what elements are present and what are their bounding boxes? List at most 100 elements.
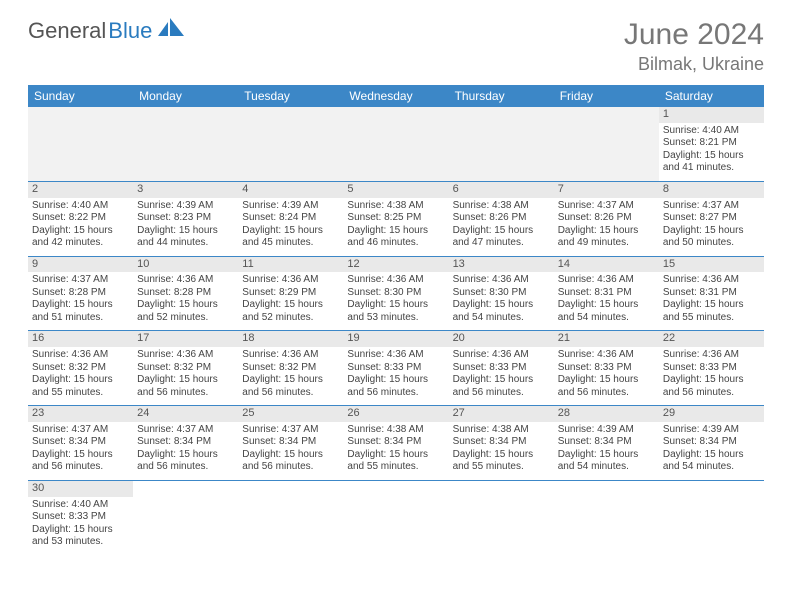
sunrise-text: Sunrise: 4:39 AM bbox=[663, 424, 760, 437]
daylight-text: Daylight: 15 hours bbox=[663, 299, 760, 312]
page-header: GeneralBlue June 2024 Bilmak, Ukraine bbox=[28, 18, 764, 75]
daylight-text: Daylight: 15 hours bbox=[347, 299, 444, 312]
daylight-text: and 56 minutes. bbox=[558, 387, 655, 400]
empty-cell bbox=[238, 107, 343, 181]
day-cell: 24Sunrise: 4:37 AMSunset: 8:34 PMDayligh… bbox=[133, 406, 238, 481]
daylight-text: and 44 minutes. bbox=[137, 237, 234, 250]
day-cell: 3Sunrise: 4:39 AMSunset: 8:23 PMDaylight… bbox=[133, 181, 238, 256]
day-number: 21 bbox=[554, 331, 659, 347]
empty-cell bbox=[343, 480, 448, 554]
sunset-text: Sunset: 8:30 PM bbox=[453, 287, 550, 300]
day-cell: 20Sunrise: 4:36 AMSunset: 8:33 PMDayligh… bbox=[449, 331, 554, 406]
sunset-text: Sunset: 8:22 PM bbox=[32, 212, 129, 225]
daylight-text: Daylight: 15 hours bbox=[242, 299, 339, 312]
sunset-text: Sunset: 8:33 PM bbox=[32, 511, 129, 524]
logo: GeneralBlue bbox=[28, 18, 188, 44]
daylight-text: Daylight: 15 hours bbox=[137, 374, 234, 387]
sunset-text: Sunset: 8:25 PM bbox=[347, 212, 444, 225]
sunrise-text: Sunrise: 4:40 AM bbox=[32, 499, 129, 512]
day-cell: 14Sunrise: 4:36 AMSunset: 8:31 PMDayligh… bbox=[554, 256, 659, 331]
daylight-text: Daylight: 15 hours bbox=[453, 449, 550, 462]
daylight-text: and 49 minutes. bbox=[558, 237, 655, 250]
day-cell: 23Sunrise: 4:37 AMSunset: 8:34 PMDayligh… bbox=[28, 406, 133, 481]
daylight-text: and 45 minutes. bbox=[242, 237, 339, 250]
daylight-text: Daylight: 15 hours bbox=[663, 449, 760, 462]
daylight-text: and 54 minutes. bbox=[558, 461, 655, 474]
day-cell: 15Sunrise: 4:36 AMSunset: 8:31 PMDayligh… bbox=[659, 256, 764, 331]
week-row: 23Sunrise: 4:37 AMSunset: 8:34 PMDayligh… bbox=[28, 406, 764, 481]
day-number: 2 bbox=[28, 182, 133, 198]
weekday-tuesday: Tuesday bbox=[238, 85, 343, 107]
sunset-text: Sunset: 8:34 PM bbox=[242, 436, 339, 449]
day-cell: 8Sunrise: 4:37 AMSunset: 8:27 PMDaylight… bbox=[659, 181, 764, 256]
day-cell: 27Sunrise: 4:38 AMSunset: 8:34 PMDayligh… bbox=[449, 406, 554, 481]
day-number: 26 bbox=[343, 406, 448, 422]
day-number: 3 bbox=[133, 182, 238, 198]
daylight-text: and 46 minutes. bbox=[347, 237, 444, 250]
daylight-text: Daylight: 15 hours bbox=[453, 225, 550, 238]
day-number: 29 bbox=[659, 406, 764, 422]
day-cell: 19Sunrise: 4:36 AMSunset: 8:33 PMDayligh… bbox=[343, 331, 448, 406]
day-number: 4 bbox=[238, 182, 343, 198]
daylight-text: and 56 minutes. bbox=[242, 387, 339, 400]
day-number: 17 bbox=[133, 331, 238, 347]
day-number: 6 bbox=[449, 182, 554, 198]
day-cell: 17Sunrise: 4:36 AMSunset: 8:32 PMDayligh… bbox=[133, 331, 238, 406]
daylight-text: Daylight: 15 hours bbox=[347, 225, 444, 238]
weekday-monday: Monday bbox=[133, 85, 238, 107]
daylight-text: and 55 minutes. bbox=[453, 461, 550, 474]
day-cell: 5Sunrise: 4:38 AMSunset: 8:25 PMDaylight… bbox=[343, 181, 448, 256]
daylight-text: Daylight: 15 hours bbox=[663, 374, 760, 387]
daylight-text: and 47 minutes. bbox=[453, 237, 550, 250]
day-number: 19 bbox=[343, 331, 448, 347]
day-number: 30 bbox=[28, 481, 133, 497]
sunrise-text: Sunrise: 4:38 AM bbox=[347, 200, 444, 213]
sunset-text: Sunset: 8:34 PM bbox=[347, 436, 444, 449]
week-row: 1 Sunrise: 4:40 AM Sunset: 8:21 PM Dayli… bbox=[28, 107, 764, 181]
daylight-text: and 42 minutes. bbox=[32, 237, 129, 250]
daylight-text: and 56 minutes. bbox=[347, 387, 444, 400]
daylight-text: and 54 minutes. bbox=[663, 461, 760, 474]
daylight-text: and 52 minutes. bbox=[242, 312, 339, 325]
empty-cell bbox=[238, 480, 343, 554]
sunset-text: Sunset: 8:33 PM bbox=[347, 362, 444, 375]
sunset-text: Sunset: 8:34 PM bbox=[137, 436, 234, 449]
day-number: 20 bbox=[449, 331, 554, 347]
week-row: 16Sunrise: 4:36 AMSunset: 8:32 PMDayligh… bbox=[28, 331, 764, 406]
daylight-text: Daylight: 15 hours bbox=[32, 524, 129, 537]
sunset-text: Sunset: 8:34 PM bbox=[558, 436, 655, 449]
daylight-text: and 55 minutes. bbox=[663, 312, 760, 325]
daylight-text: and 56 minutes. bbox=[32, 461, 129, 474]
day-number: 13 bbox=[449, 257, 554, 273]
sunrise-text: Sunrise: 4:36 AM bbox=[137, 274, 234, 287]
day-number: 14 bbox=[554, 257, 659, 273]
sunset-text: Sunset: 8:34 PM bbox=[32, 436, 129, 449]
sunset-text: Sunset: 8:21 PM bbox=[663, 137, 760, 150]
day-cell: 7Sunrise: 4:37 AMSunset: 8:26 PMDaylight… bbox=[554, 181, 659, 256]
weekday-wednesday: Wednesday bbox=[343, 85, 448, 107]
sunset-text: Sunset: 8:29 PM bbox=[242, 287, 339, 300]
sunrise-text: Sunrise: 4:39 AM bbox=[242, 200, 339, 213]
day-cell: 21Sunrise: 4:36 AMSunset: 8:33 PMDayligh… bbox=[554, 331, 659, 406]
day-number: 8 bbox=[659, 182, 764, 198]
day-number: 11 bbox=[238, 257, 343, 273]
daylight-text: Daylight: 15 hours bbox=[453, 374, 550, 387]
empty-cell bbox=[449, 480, 554, 554]
daylight-text: and 54 minutes. bbox=[453, 312, 550, 325]
sunset-text: Sunset: 8:33 PM bbox=[663, 362, 760, 375]
day-number: 18 bbox=[238, 331, 343, 347]
sunset-text: Sunset: 8:30 PM bbox=[347, 287, 444, 300]
sunrise-text: Sunrise: 4:36 AM bbox=[242, 349, 339, 362]
day-number: 23 bbox=[28, 406, 133, 422]
day-cell: 16Sunrise: 4:36 AMSunset: 8:32 PMDayligh… bbox=[28, 331, 133, 406]
sunset-text: Sunset: 8:31 PM bbox=[558, 287, 655, 300]
sunrise-text: Sunrise: 4:37 AM bbox=[558, 200, 655, 213]
daylight-text: Daylight: 15 hours bbox=[137, 299, 234, 312]
day-number: 28 bbox=[554, 406, 659, 422]
daylight-text: and 50 minutes. bbox=[663, 237, 760, 250]
day-cell: 18Sunrise: 4:36 AMSunset: 8:32 PMDayligh… bbox=[238, 331, 343, 406]
daylight-text: Daylight: 15 hours bbox=[558, 225, 655, 238]
title-block: June 2024 Bilmak, Ukraine bbox=[624, 18, 764, 75]
empty-cell bbox=[133, 107, 238, 181]
daylight-text: and 55 minutes. bbox=[347, 461, 444, 474]
